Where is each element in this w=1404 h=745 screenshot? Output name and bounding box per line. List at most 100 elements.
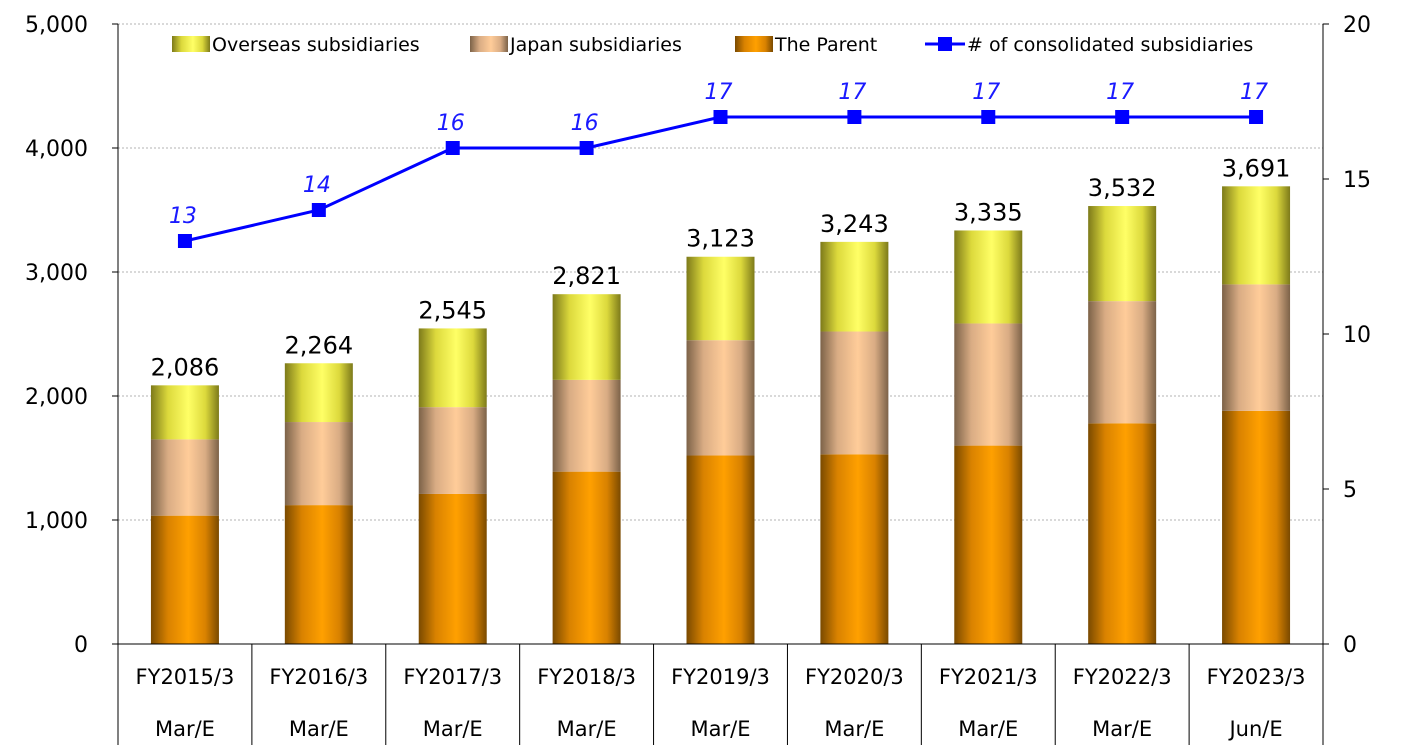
category-label-year: FY2020/3 <box>805 665 904 689</box>
bar-japan-subsidiaries <box>150 439 219 516</box>
bar-overseas-subsidiaries <box>686 256 755 341</box>
category-label-year: FY2016/3 <box>269 665 368 689</box>
category-label-year: FY2015/3 <box>136 665 235 689</box>
legend-label-overseas-subsidiaries: Overseas subsidiaries <box>212 34 420 56</box>
legend-label-japan-subsidiaries: Japan subsidiaries <box>509 34 682 56</box>
line-marker <box>177 234 192 248</box>
axes <box>112 23 1329 745</box>
left-axis-ticks: 0 1,000 2,000 3,000 4,000 5,000 <box>25 13 88 658</box>
category-label-period: Mar/E <box>824 717 884 741</box>
bar-japan-subsidiaries <box>284 422 353 506</box>
bar-the-parent <box>418 493 487 644</box>
category-label-period: Mar/E <box>958 717 1018 741</box>
left-tick-label: 4,000 <box>25 137 88 162</box>
line-marker <box>1115 110 1130 124</box>
line-data-label: 17 <box>972 80 1000 105</box>
line-marker <box>847 110 862 124</box>
total-label: 2,821 <box>552 262 621 290</box>
category-label-period: Mar/E <box>1092 717 1152 741</box>
bar-japan-subsidiaries <box>552 379 621 472</box>
bar-the-parent <box>552 471 621 644</box>
bar-the-parent <box>1088 423 1157 644</box>
left-tick-label: 3,000 <box>25 261 88 286</box>
bar-the-parent <box>1222 410 1291 644</box>
total-label: 3,532 <box>1088 174 1157 202</box>
line-data-label: 17 <box>838 80 866 105</box>
category-label-period: Jun/E <box>1227 717 1282 741</box>
bar-overseas-subsidiaries <box>820 241 889 332</box>
category-label-period: Mar/E <box>289 717 349 741</box>
line-data-label: 13 <box>169 204 197 229</box>
bar-overseas-subsidiaries <box>284 363 353 423</box>
line-data-label: 16 <box>571 111 599 136</box>
line-marker <box>445 141 460 155</box>
total-label: 3,243 <box>820 210 889 238</box>
category-label-period: Mar/E <box>691 717 751 741</box>
right-tick-label: 20 <box>1343 13 1371 38</box>
bar-japan-subsidiaries <box>1088 301 1157 424</box>
bar-japan-subsidiaries <box>820 331 889 455</box>
line-marker <box>311 203 326 217</box>
bar-japan-subsidiaries <box>1222 284 1291 411</box>
line-series: 13 14 16 16 17 17 17 17 17 <box>169 80 1268 248</box>
bar-japan-subsidiaries <box>418 407 487 494</box>
category-label-year: FY2021/3 <box>939 665 1038 689</box>
category-label-period: Mar/E <box>557 717 617 741</box>
line-marker <box>579 141 594 155</box>
line-marker <box>981 110 996 124</box>
category-label-year: FY2022/3 <box>1073 665 1172 689</box>
left-tick-label: 5,000 <box>25 13 88 38</box>
bar-overseas-subsidiaries <box>1088 206 1157 302</box>
legend-swatch-japan-subsidiaries <box>470 36 508 52</box>
total-label: 3,123 <box>686 225 755 253</box>
total-label: 2,264 <box>284 331 353 359</box>
line-data-label: 17 <box>1240 80 1268 105</box>
total-label: 3,335 <box>954 198 1023 226</box>
bar-the-parent <box>284 505 353 644</box>
left-tick-label: 2,000 <box>25 385 88 410</box>
category-label-year: FY2018/3 <box>537 665 636 689</box>
right-tick-label: 10 <box>1343 323 1371 348</box>
legend-swatch-the-parent <box>735 36 773 52</box>
total-label: 2,545 <box>418 296 487 324</box>
total-labels: 2,086 2,264 2,545 2,821 3,123 3,243 3,335 3,532… <box>151 154 1291 381</box>
legend-swatch-overseas-subsidiaries <box>172 36 210 52</box>
line-data-label: 17 <box>705 80 733 105</box>
right-tick-label: 15 <box>1343 168 1371 193</box>
legend-swatch-marker <box>938 37 952 51</box>
category-label-year: FY2017/3 <box>403 665 502 689</box>
bar-overseas-subsidiaries <box>1222 186 1291 285</box>
category-label-period: Mar/E <box>155 717 215 741</box>
bar-the-parent <box>686 455 755 644</box>
right-tick-label: 0 <box>1343 633 1357 658</box>
right-tick-label: 5 <box>1343 478 1357 503</box>
bar-the-parent <box>150 515 219 644</box>
left-tick-label: 0 <box>74 633 88 658</box>
bar-overseas-subsidiaries <box>418 328 487 408</box>
bar-overseas-subsidiaries <box>552 294 621 380</box>
bar-overseas-subsidiaries <box>954 230 1023 324</box>
category-label-period: Mar/E <box>423 717 483 741</box>
bar-japan-subsidiaries <box>686 340 755 456</box>
line-marker <box>713 110 728 124</box>
left-tick-label: 1,000 <box>25 509 88 534</box>
right-axis-ticks: 0 5 10 15 20 <box>1343 13 1371 658</box>
line-data-label: 14 <box>303 173 331 198</box>
legend-label-line: # of consolidated subsidiaries <box>967 34 1253 56</box>
total-label: 2,086 <box>151 353 220 381</box>
category-labels: FY2015/3 Mar/E FY2016/3 Mar/E FY2017/3 Mar/E F… <box>136 665 1306 741</box>
bars <box>150 186 1291 644</box>
category-label-year: FY2019/3 <box>671 665 770 689</box>
line-data-label: 16 <box>437 111 465 136</box>
bar-japan-subsidiaries <box>954 323 1023 446</box>
total-label: 3,691 <box>1222 154 1291 182</box>
legend-label-the-parent: The Parent <box>774 34 877 56</box>
bar-the-parent <box>820 454 889 644</box>
category-label-year: FY2023/3 <box>1207 665 1306 689</box>
line-marker <box>1249 110 1264 124</box>
legend: Overseas subsidiaries Japan subsidiaries T… <box>172 34 1253 56</box>
bar-overseas-subsidiaries <box>150 385 219 440</box>
line-data-label: 17 <box>1106 80 1134 105</box>
bar-the-parent <box>954 445 1023 644</box>
